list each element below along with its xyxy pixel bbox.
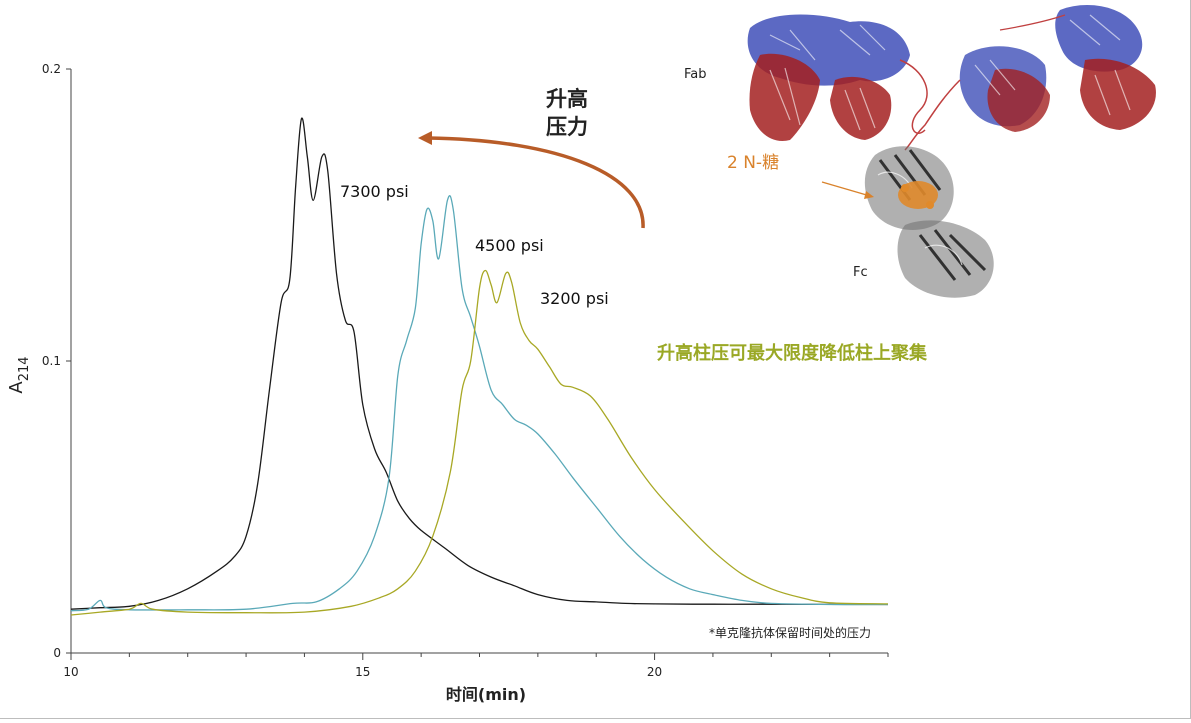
y-tick-label: 0.1: [42, 354, 61, 368]
hinge-region: [899, 14, 1066, 151]
series-label-3200: 3200 psi: [540, 289, 609, 308]
fab-left-domain: [747, 14, 910, 141]
glycan-label: 2 N-糖: [727, 153, 779, 173]
conclusion-text: 升高柱压可最大限度降低柱上聚集: [657, 342, 928, 364]
increase-pressure-arrow: [427, 136, 645, 229]
series-label-7300: 7300 psi: [340, 182, 409, 201]
series-line-3200-psi: [70, 269, 889, 616]
x-tick-label: 20: [647, 665, 662, 679]
y-axis-ticks: 0 0.1 0.2: [42, 62, 71, 660]
series-line-7300-psi: [70, 117, 889, 610]
y-axis-label-subscript: 214: [17, 356, 32, 381]
x-axis-label: 时间(min): [446, 685, 526, 704]
fc-label: Fc: [853, 265, 868, 280]
y-axis-label: A214: [6, 356, 32, 393]
y-axis-label-group: A214: [6, 356, 32, 393]
series-label-4500: 4500 psi: [475, 236, 544, 255]
x-tick-label: 10: [63, 665, 78, 679]
x-axis-ticks: 10 15 20: [63, 653, 889, 679]
axes: 10 15 20 0 0.1 0.2: [42, 62, 889, 679]
y-tick-label: 0: [53, 646, 61, 660]
glycan-pointer-arrowhead: [864, 191, 874, 199]
fc-domain: [864, 146, 994, 298]
fab-label: Fab: [684, 67, 707, 82]
footnote-text: *单克隆抗体保留时间处的压力: [709, 625, 871, 640]
glycan-pointer-line: [821, 181, 871, 197]
fab-right-domain: [959, 5, 1156, 132]
series-layer: [70, 117, 889, 616]
x-tick-label: 15: [355, 665, 370, 679]
y-tick-label: 0.2: [42, 62, 61, 76]
series-line-4500-psi: [70, 195, 889, 612]
arrow-label-line2: 压力: [546, 115, 588, 139]
arrow-label-line1: 升高: [546, 87, 588, 111]
y-axis-label-main: A: [6, 381, 27, 394]
increase-pressure-arrowhead: [418, 131, 432, 145]
antibody-structure-image: [747, 5, 1156, 298]
